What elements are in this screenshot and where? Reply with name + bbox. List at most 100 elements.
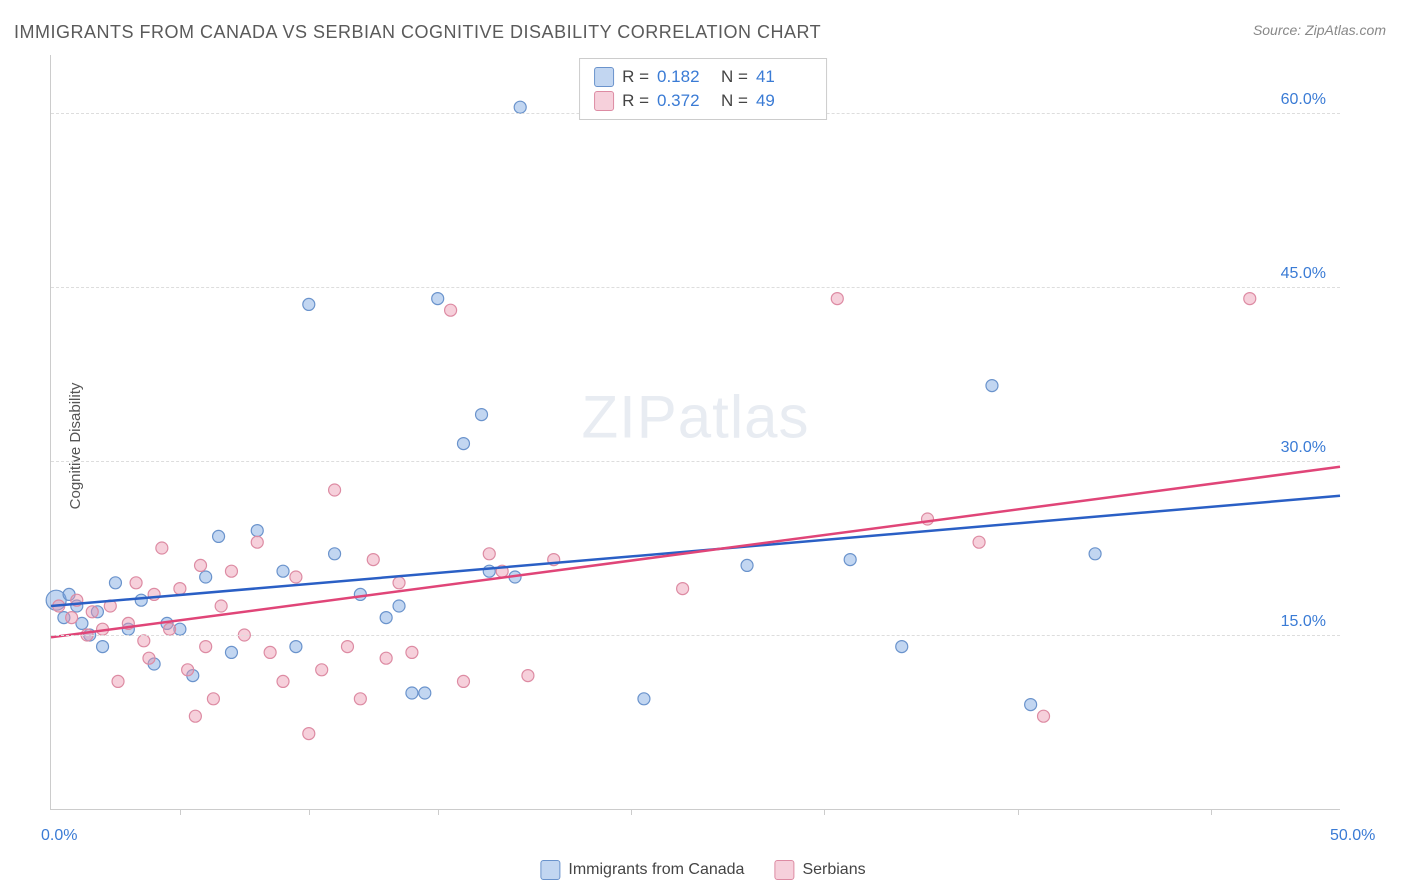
x-tick-mark — [180, 809, 181, 815]
scatter-point — [207, 693, 219, 705]
scatter-point — [393, 577, 405, 589]
legend-r-label-1: R = — [622, 91, 649, 111]
legend-n-label-0: N = — [721, 67, 748, 87]
x-tick-mark — [1018, 809, 1019, 815]
legend-series-item-0: Immigrants from Canada — [540, 860, 744, 880]
scatter-point — [844, 554, 856, 566]
x-tick-label: 0.0% — [41, 827, 77, 845]
scatter-point — [638, 693, 650, 705]
scatter-point — [135, 594, 147, 606]
scatter-point — [329, 484, 341, 496]
legend-swatch-1 — [594, 91, 614, 111]
x-tick-mark — [1211, 809, 1212, 815]
scatter-point — [97, 641, 109, 653]
scatter-point — [164, 623, 176, 635]
y-tick-label: 15.0% — [1281, 613, 1326, 631]
x-tick-mark — [631, 809, 632, 815]
legend-n-value-1: 49 — [756, 91, 812, 111]
legend-n-label-1: N = — [721, 91, 748, 111]
scatter-point — [290, 571, 302, 583]
scatter-point — [109, 577, 121, 589]
scatter-point — [200, 641, 212, 653]
plot-area: ZIPatlas 15.0%30.0%45.0%60.0%0.0%50.0% — [50, 55, 1340, 810]
scatter-point — [406, 646, 418, 658]
scatter-point — [130, 577, 142, 589]
legend-series-swatch-0 — [540, 860, 560, 880]
scatter-point — [1089, 548, 1101, 560]
scatter-point — [380, 612, 392, 624]
scatter-point — [174, 583, 186, 595]
scatter-point — [741, 559, 753, 571]
scatter-point — [393, 600, 405, 612]
scatter-point — [251, 525, 263, 537]
legend-stats-row-1: R = 0.372 N = 49 — [594, 89, 812, 113]
legend-series-label-0: Immigrants from Canada — [568, 861, 744, 879]
scatter-point — [251, 536, 263, 548]
scatter-point — [367, 554, 379, 566]
gridline — [51, 635, 1340, 636]
scatter-point — [277, 565, 289, 577]
legend-series-item-1: Serbians — [774, 860, 865, 880]
scatter-point — [156, 542, 168, 554]
scatter-point — [514, 101, 526, 113]
scatter-point — [138, 635, 150, 647]
x-tick-mark — [824, 809, 825, 815]
y-tick-label: 60.0% — [1281, 91, 1326, 109]
scatter-point — [316, 664, 328, 676]
scatter-point — [143, 652, 155, 664]
legend-stats-row-0: R = 0.182 N = 41 — [594, 65, 812, 89]
scatter-point — [66, 612, 78, 624]
legend-series-box: Immigrants from Canada Serbians — [540, 860, 865, 880]
trend-line — [51, 467, 1340, 638]
scatter-point — [329, 548, 341, 560]
scatter-point — [303, 728, 315, 740]
scatter-point — [432, 293, 444, 305]
chart-title: IMMIGRANTS FROM CANADA VS SERBIAN COGNIT… — [14, 22, 821, 43]
legend-r-label-0: R = — [622, 67, 649, 87]
gridline — [51, 287, 1340, 288]
scatter-point — [213, 530, 225, 542]
gridline — [51, 461, 1340, 462]
legend-r-value-1: 0.372 — [657, 91, 713, 111]
x-tick-mark — [309, 809, 310, 815]
legend-n-value-0: 41 — [756, 67, 812, 87]
scatter-point — [182, 664, 194, 676]
scatter-point — [354, 588, 366, 600]
scatter-point — [445, 304, 457, 316]
scatter-point — [290, 641, 302, 653]
scatter-point — [200, 571, 212, 583]
scatter-point — [303, 298, 315, 310]
scatter-point — [457, 438, 469, 450]
legend-stats-box: R = 0.182 N = 41 R = 0.372 N = 49 — [579, 58, 827, 120]
legend-series-swatch-1 — [774, 860, 794, 880]
scatter-point — [1038, 710, 1050, 722]
scatter-point — [831, 293, 843, 305]
scatter-point — [380, 652, 392, 664]
scatter-point — [112, 675, 124, 687]
scatter-point — [225, 646, 237, 658]
scatter-point — [476, 409, 488, 421]
scatter-point — [354, 693, 366, 705]
y-tick-label: 30.0% — [1281, 439, 1326, 457]
scatter-point — [896, 641, 908, 653]
y-tick-label: 45.0% — [1281, 265, 1326, 283]
scatter-point — [419, 687, 431, 699]
plot-svg — [51, 55, 1340, 809]
scatter-point — [195, 559, 207, 571]
scatter-point — [483, 548, 495, 560]
scatter-point — [341, 641, 353, 653]
scatter-point — [922, 513, 934, 525]
scatter-point — [522, 670, 534, 682]
scatter-point — [677, 583, 689, 595]
source-attribution: Source: ZipAtlas.com — [1253, 22, 1386, 38]
scatter-point — [1244, 293, 1256, 305]
scatter-point — [277, 675, 289, 687]
scatter-point — [86, 606, 98, 618]
scatter-point — [189, 710, 201, 722]
scatter-point — [264, 646, 276, 658]
legend-r-value-0: 0.182 — [657, 67, 713, 87]
legend-series-label-1: Serbians — [802, 861, 865, 879]
scatter-point — [973, 536, 985, 548]
x-tick-label: 50.0% — [1330, 827, 1375, 845]
scatter-point — [406, 687, 418, 699]
